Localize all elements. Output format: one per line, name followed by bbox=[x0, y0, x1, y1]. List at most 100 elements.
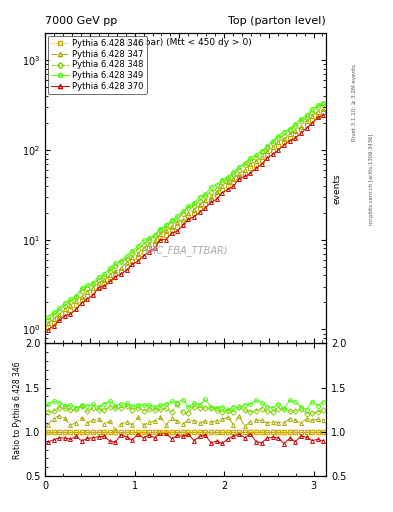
Pythia 6.428 370 bbox=[46, 327, 50, 333]
Pythia 6.428 347 bbox=[237, 171, 241, 177]
Pythia 6.428 347 bbox=[231, 176, 236, 182]
Pythia 6.428 348 bbox=[46, 317, 50, 324]
Pythia 6.428 348 bbox=[136, 246, 140, 252]
Pythia 6.428 349 bbox=[276, 133, 281, 139]
Pythia 6.428 348 bbox=[276, 135, 281, 141]
Pythia 6.428 346 bbox=[57, 315, 62, 321]
Pythia 6.428 370 bbox=[85, 296, 90, 302]
Pythia 6.428 348 bbox=[163, 225, 168, 231]
Pythia 6.428 347 bbox=[62, 306, 67, 312]
Pythia 6.428 346 bbox=[231, 179, 236, 185]
Pythia 6.428 370 bbox=[62, 312, 67, 318]
Pythia 6.428 346 bbox=[248, 165, 253, 172]
Pythia 6.428 347 bbox=[158, 231, 163, 238]
Text: Rivet 3.1.10; ≥ 3.2M events: Rivet 3.1.10; ≥ 3.2M events bbox=[352, 64, 357, 141]
Pythia 6.428 370 bbox=[299, 130, 303, 136]
Pythia 6.428 349 bbox=[180, 208, 185, 215]
Pythia 6.428 347 bbox=[226, 178, 230, 184]
Pythia 6.428 349 bbox=[74, 292, 79, 298]
Pythia 6.428 370 bbox=[158, 237, 163, 243]
Pythia 6.428 370 bbox=[113, 273, 118, 280]
Pythia 6.428 347 bbox=[152, 238, 157, 244]
Pythia 6.428 347 bbox=[147, 241, 151, 247]
Pythia 6.428 348 bbox=[310, 110, 314, 116]
Pythia 6.428 349 bbox=[119, 259, 123, 265]
Pythia 6.428 349 bbox=[226, 174, 230, 180]
Pythia 6.428 347 bbox=[136, 250, 140, 257]
Pythia 6.428 346 bbox=[147, 245, 151, 251]
Pythia 6.428 349 bbox=[220, 177, 224, 183]
Pythia 6.428 348 bbox=[141, 242, 146, 248]
Pythia 6.428 346 bbox=[293, 131, 298, 137]
Text: events: events bbox=[332, 173, 341, 204]
Pythia 6.428 348 bbox=[253, 155, 258, 161]
Pythia 6.428 346 bbox=[119, 268, 123, 274]
Pythia 6.428 370 bbox=[107, 279, 112, 285]
Pythia 6.428 348 bbox=[113, 263, 118, 269]
Pythia 6.428 349 bbox=[242, 160, 247, 166]
Text: mcplots.cern.ch [arXiv:1306.3436]: mcplots.cern.ch [arXiv:1306.3436] bbox=[369, 134, 375, 225]
Pythia 6.428 370 bbox=[192, 214, 196, 220]
Pythia 6.428 348 bbox=[270, 140, 275, 146]
Pythia 6.428 346 bbox=[90, 289, 95, 295]
Pythia 6.428 346 bbox=[107, 276, 112, 282]
Pythia 6.428 347 bbox=[287, 132, 292, 138]
Pythia 6.428 348 bbox=[197, 198, 202, 204]
Pythia 6.428 348 bbox=[226, 176, 230, 182]
Legend: Pythia 6.428 346, Pythia 6.428 347, Pythia 6.428 348, Pythia 6.428 349, Pythia 6: Pythia 6.428 346, Pythia 6.428 347, Pyth… bbox=[48, 36, 147, 94]
Pythia 6.428 346 bbox=[79, 297, 84, 303]
Pythia 6.428 346 bbox=[152, 241, 157, 247]
Pythia 6.428 348 bbox=[119, 259, 123, 265]
Pythia 6.428 370 bbox=[276, 147, 281, 153]
Pythia 6.428 348 bbox=[79, 288, 84, 294]
Pythia 6.428 346 bbox=[253, 162, 258, 168]
Pythia 6.428 348 bbox=[220, 179, 224, 185]
Pythia 6.428 349 bbox=[270, 138, 275, 144]
Pythia 6.428 370 bbox=[248, 170, 253, 177]
Pythia 6.428 348 bbox=[90, 281, 95, 287]
Pythia 6.428 370 bbox=[147, 249, 151, 255]
Pythia 6.428 370 bbox=[124, 267, 129, 273]
Pythia 6.428 349 bbox=[265, 143, 270, 150]
Pythia 6.428 349 bbox=[293, 121, 298, 127]
Pythia 6.428 348 bbox=[102, 274, 107, 280]
Pythia 6.428 347 bbox=[113, 268, 118, 274]
Pythia 6.428 370 bbox=[186, 217, 191, 223]
Pythia 6.428 348 bbox=[68, 299, 73, 305]
Pythia 6.428 347 bbox=[130, 253, 135, 260]
Pythia 6.428 346 bbox=[169, 227, 174, 233]
Pythia 6.428 347 bbox=[85, 289, 90, 295]
Pythia 6.428 370 bbox=[203, 205, 208, 211]
Pythia 6.428 346 bbox=[51, 320, 56, 326]
Pythia 6.428 349 bbox=[57, 305, 62, 311]
Pythia 6.428 349 bbox=[136, 243, 140, 249]
Pythia 6.428 347 bbox=[175, 219, 180, 225]
Pythia 6.428 347 bbox=[321, 106, 326, 112]
Pythia 6.428 347 bbox=[270, 144, 275, 150]
Pythia 6.428 370 bbox=[102, 283, 107, 289]
Pythia 6.428 347 bbox=[276, 139, 281, 145]
Pythia 6.428 346 bbox=[265, 152, 270, 158]
Pythia 6.428 348 bbox=[299, 118, 303, 124]
Pythia 6.428 348 bbox=[158, 227, 163, 233]
Pythia 6.428 370 bbox=[310, 120, 314, 126]
Pythia 6.428 349 bbox=[186, 203, 191, 209]
Pythia 6.428 347 bbox=[192, 206, 196, 212]
Pythia 6.428 349 bbox=[141, 238, 146, 244]
Pythia 6.428 347 bbox=[214, 189, 219, 195]
Pythia 6.428 370 bbox=[220, 189, 224, 196]
Pythia 6.428 346 bbox=[287, 135, 292, 141]
Pythia 6.428 346 bbox=[68, 307, 73, 313]
Pythia 6.428 346 bbox=[96, 284, 101, 290]
Pythia 6.428 370 bbox=[130, 261, 135, 267]
Pythia 6.428 370 bbox=[253, 165, 258, 172]
Pythia 6.428 347 bbox=[68, 302, 73, 308]
Pythia 6.428 370 bbox=[74, 306, 79, 312]
Pythia 6.428 347 bbox=[203, 197, 208, 203]
Line: Pythia 6.428 346: Pythia 6.428 346 bbox=[46, 111, 325, 329]
Pythia 6.428 347 bbox=[186, 209, 191, 216]
Pythia 6.428 348 bbox=[96, 276, 101, 283]
Pythia 6.428 370 bbox=[163, 237, 168, 243]
Pythia 6.428 370 bbox=[90, 292, 95, 298]
Pythia 6.428 349 bbox=[152, 231, 157, 238]
